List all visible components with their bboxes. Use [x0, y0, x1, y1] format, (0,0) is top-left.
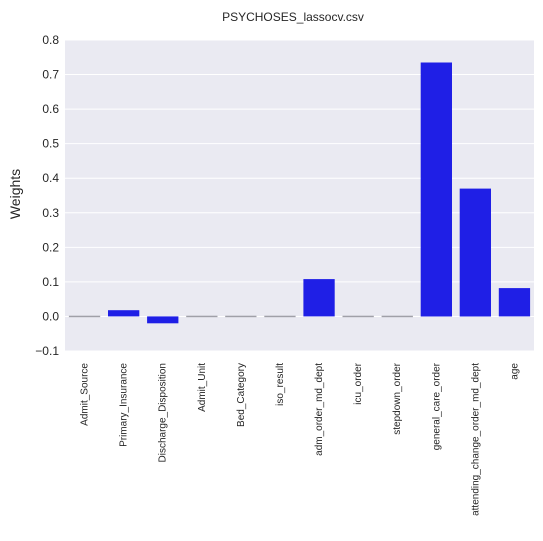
y-tick-label: 0.4: [42, 171, 59, 185]
y-tick-label: 0.6: [42, 102, 59, 116]
x-axis-ticks: Admit_Source Primary_Insurance Discharge_D…: [80, 362, 521, 516]
y-tick-label: 0.1: [42, 275, 59, 289]
x-tick-label: iso_result: [275, 363, 286, 406]
x-tick-label: icu_order: [353, 362, 364, 404]
bar-icu_order: [343, 316, 374, 318]
y-tick-label: 0.7: [42, 68, 59, 82]
bar-attending_change_order_md_dept: [460, 189, 491, 317]
x-tick-label: attending_change_order_md_dept: [470, 363, 481, 516]
bar-adm_order_md_dept: [303, 279, 334, 316]
x-tick-label: stepdown_order: [392, 362, 403, 434]
bar-Admit_Source: [69, 316, 100, 318]
x-tick-label: Bed_Category: [236, 363, 247, 427]
bar-general_care_order: [421, 63, 452, 317]
x-tick-label: Primary_Insurance: [119, 363, 130, 447]
y-tick-label: 0.2: [42, 240, 59, 254]
x-tick-label: age: [510, 363, 521, 380]
bar-Primary_Insurance: [108, 310, 139, 316]
x-tick-label: Admit_Unit: [197, 363, 208, 412]
y-tick-label: 0.8: [42, 33, 59, 47]
y-tick-label: −0.1: [35, 344, 59, 358]
y-axis-ticks: −0.1 0.0 0.1 0.2 0.3 0.4 0.5 0.6 0.7 0.8: [35, 33, 59, 358]
chart-title: PSYCHOSES_lassocv.csv: [222, 10, 364, 24]
x-tick-label: Discharge_Disposition: [158, 363, 169, 463]
bar-Admit_Unit: [186, 316, 217, 318]
y-axis-label: Weights: [7, 169, 23, 219]
y-tick-label: 0.5: [42, 137, 59, 151]
x-tick-label: general_care_order: [431, 362, 442, 450]
bar-stepdown_order: [382, 316, 413, 318]
bar-Discharge_Disposition: [147, 316, 178, 323]
bar-iso_result: [264, 316, 295, 318]
x-tick-label: adm_order_md_dept: [314, 363, 325, 456]
bar-age: [499, 288, 530, 316]
y-tick-label: 0.3: [42, 206, 59, 220]
y-tick-label: 0.0: [42, 309, 59, 323]
x-tick-label: Admit_Source: [80, 363, 91, 426]
bar-Bed_Category: [225, 316, 256, 318]
